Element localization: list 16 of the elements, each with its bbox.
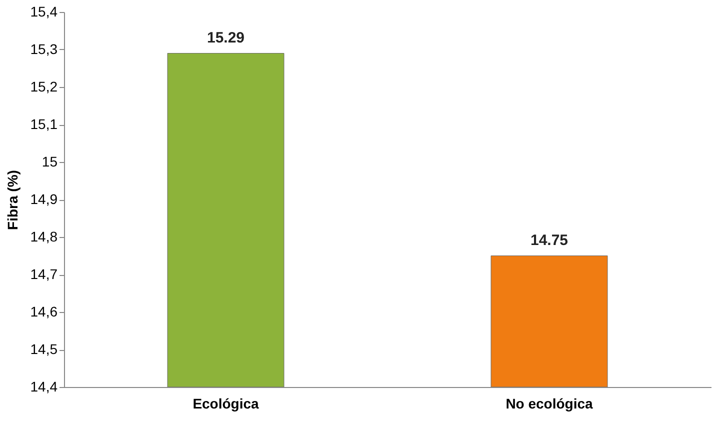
y-tick-label: 14,4 — [30, 378, 58, 394]
y-tick-label: 14,8 — [30, 228, 58, 244]
x-tick-label: No ecológica — [506, 396, 594, 412]
y-tick-label: 15 — [42, 154, 58, 170]
y-tick-label: 15,3 — [30, 41, 58, 57]
y-tick-label: 14,7 — [30, 266, 58, 282]
data-label: 15.29 — [206, 29, 245, 46]
y-tick-label: 15,1 — [30, 116, 58, 132]
y-tick-label: 14,6 — [30, 304, 58, 320]
x-tick-label: Ecológica — [192, 396, 260, 412]
y-tick-label: 15,2 — [30, 78, 58, 94]
y-tick-label: 14,9 — [30, 191, 58, 207]
data-label: 14.75 — [530, 232, 568, 249]
y-tick-label: 15,4 — [30, 4, 58, 20]
y-tick-label: 14,5 — [30, 341, 58, 357]
y-axis-title: Fibra (%) — [4, 170, 20, 230]
